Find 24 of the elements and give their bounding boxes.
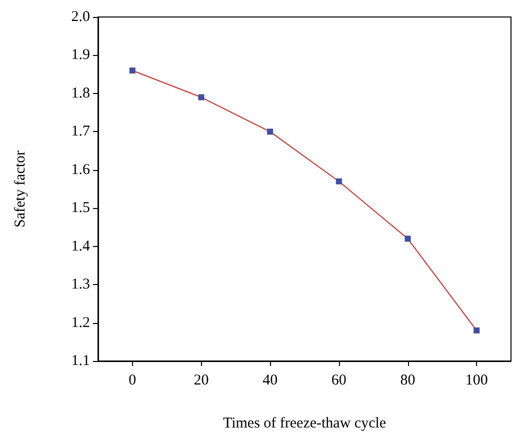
x-tick-label: 80: [400, 372, 416, 388]
point: [474, 327, 480, 334]
x-tick-label: 60: [331, 372, 346, 388]
x-tick-label: 40: [262, 372, 278, 388]
x-tick-label: 0: [128, 372, 136, 388]
x-axis-title: Times of freeze-thaw cycle: [222, 416, 386, 432]
point: [129, 68, 136, 74]
point: [198, 94, 204, 100]
y-tick-label: 1.8: [71, 85, 90, 102]
y-tick-label: 2.0: [71, 9, 90, 25]
y-tick-label: 1.4: [71, 238, 90, 254]
point: [267, 128, 274, 135]
x-tick-label: 100: [465, 372, 488, 388]
y-tick-label: 1.7: [71, 124, 90, 140]
y-tick-label: 1.3: [71, 276, 90, 293]
y-axis-title: Safety factor: [12, 150, 28, 228]
point: [336, 178, 342, 184]
y-tick-label: 1.9: [71, 47, 90, 64]
point: [404, 236, 411, 242]
y-tick-label: 1.1: [71, 353, 90, 369]
y-tick-label: 1.6: [71, 162, 90, 178]
y-tick-label: 1.2: [71, 314, 90, 331]
x-tick-label: 20: [194, 372, 209, 388]
y-tick-label: 1.5: [71, 200, 90, 216]
